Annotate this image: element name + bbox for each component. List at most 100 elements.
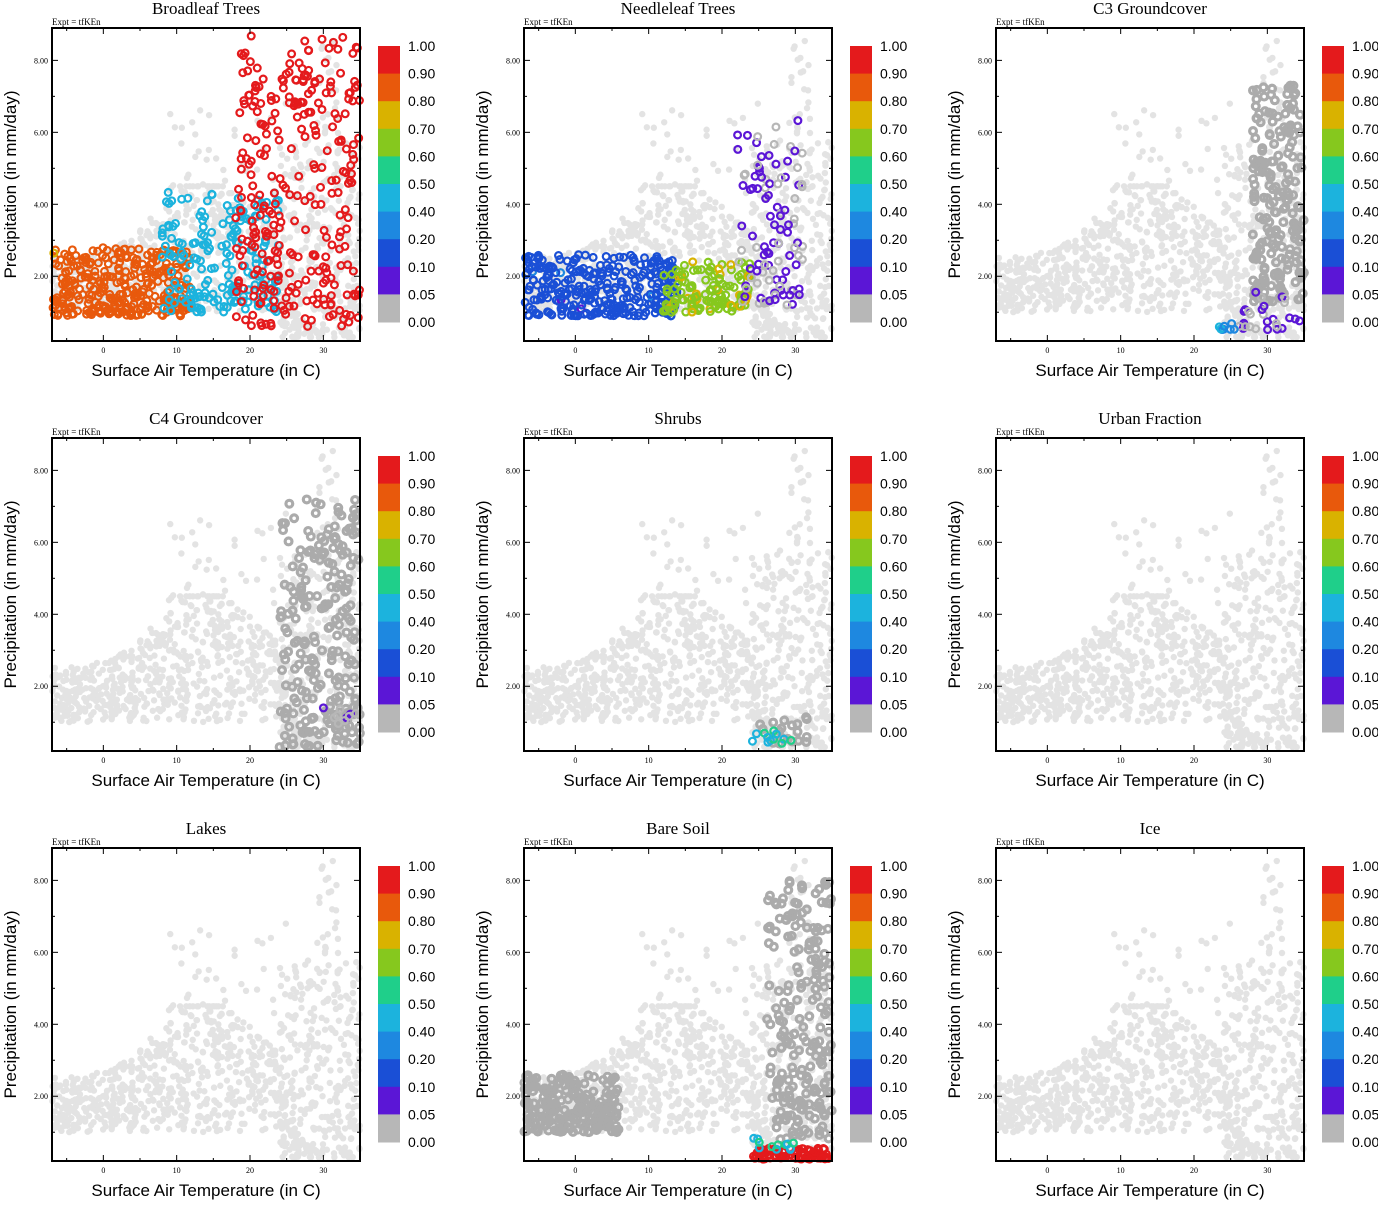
data-point — [1191, 204, 1197, 210]
data-point — [1171, 274, 1177, 280]
data-point — [69, 246, 76, 253]
data-point — [1246, 141, 1252, 147]
data-point — [703, 133, 709, 139]
data-point — [808, 184, 814, 190]
colorbar-swatch — [378, 74, 400, 102]
data-point — [1287, 246, 1294, 253]
data-point — [137, 229, 143, 235]
data-point — [766, 277, 773, 284]
data-point — [803, 172, 809, 178]
data-point — [1197, 257, 1203, 263]
data-point — [804, 275, 810, 281]
data-point — [823, 179, 829, 185]
data-point — [1153, 207, 1159, 213]
data-point — [238, 166, 245, 173]
data-point — [215, 235, 221, 241]
data-point — [700, 203, 706, 209]
data-point — [291, 218, 298, 225]
data-point — [294, 114, 301, 121]
data-point — [190, 217, 196, 223]
data-point — [761, 334, 767, 340]
data-point — [1196, 288, 1202, 294]
data-point — [1155, 287, 1161, 293]
data-point — [682, 222, 688, 228]
data-point — [779, 334, 785, 340]
data-point — [1194, 241, 1200, 247]
colorbar-swatch — [850, 294, 872, 322]
data-point — [754, 330, 760, 336]
colorbar-swatch — [850, 129, 872, 157]
data-point — [773, 161, 780, 168]
data-point — [293, 290, 300, 297]
y-tick-label: 4.00 — [978, 200, 992, 209]
data-point — [657, 206, 663, 212]
colorbar-label: 0.70 — [408, 121, 435, 137]
colorbar-label: 0.90 — [1352, 66, 1378, 82]
data-point — [1260, 84, 1267, 91]
data-point — [345, 283, 351, 289]
data-point — [819, 261, 825, 267]
data-point — [773, 124, 780, 131]
data-point — [1164, 183, 1170, 189]
colorbar-swatch — [850, 46, 872, 74]
data-point — [302, 141, 308, 147]
colorbar-label: 0.05 — [880, 286, 907, 302]
data-point — [263, 131, 270, 138]
data-point — [346, 90, 353, 97]
data-point — [672, 181, 678, 187]
data-point — [1047, 280, 1053, 286]
data-point — [809, 174, 815, 180]
data-point — [1122, 140, 1128, 146]
data-point — [1139, 300, 1145, 306]
data-point — [347, 299, 353, 305]
data-point — [331, 281, 338, 288]
data-point — [664, 154, 670, 160]
data-point — [1274, 113, 1281, 120]
data-point — [1233, 290, 1239, 296]
data-point — [822, 187, 828, 193]
data-point — [295, 253, 302, 260]
data-point — [612, 240, 618, 246]
data-point — [184, 175, 190, 181]
colorbar-swatch — [850, 212, 872, 240]
data-point — [185, 195, 192, 202]
data-point — [1268, 283, 1275, 290]
expt-label: Expt = tfKEn — [524, 17, 573, 27]
colorbar-label: 0.10 — [408, 259, 435, 275]
colorbar-swatch — [1322, 156, 1344, 184]
data-point — [822, 162, 828, 168]
data-point — [200, 181, 206, 187]
data-point — [190, 183, 196, 189]
data-point — [1064, 278, 1070, 284]
data-point — [329, 241, 336, 248]
data-point — [1090, 231, 1096, 237]
data-point — [808, 324, 814, 330]
data-point — [295, 323, 301, 329]
data-point — [280, 234, 286, 240]
data-point — [803, 330, 809, 336]
colorbar-swatch — [1322, 74, 1344, 102]
chart-title: Needleleaf Trees — [621, 0, 736, 18]
data-point — [293, 154, 299, 160]
data-point — [1129, 206, 1135, 212]
data-point — [1017, 283, 1023, 289]
colorbar-swatch — [378, 267, 400, 295]
data-point — [635, 205, 641, 211]
data-point — [629, 233, 635, 239]
data-point — [1236, 147, 1242, 153]
colorbar-label: 0.50 — [408, 176, 435, 192]
colorbar-swatch — [850, 156, 872, 184]
data-point — [1181, 308, 1187, 314]
data-point — [1105, 245, 1111, 251]
colorbar-label: 0.70 — [880, 121, 907, 137]
data-point — [807, 288, 813, 294]
data-point — [1233, 334, 1239, 340]
data-point — [346, 196, 352, 202]
data-point — [301, 111, 308, 118]
data-point — [322, 124, 328, 130]
data-point — [1196, 282, 1202, 288]
data-point — [1045, 299, 1051, 305]
data-point — [1014, 259, 1020, 265]
data-point — [644, 231, 650, 237]
